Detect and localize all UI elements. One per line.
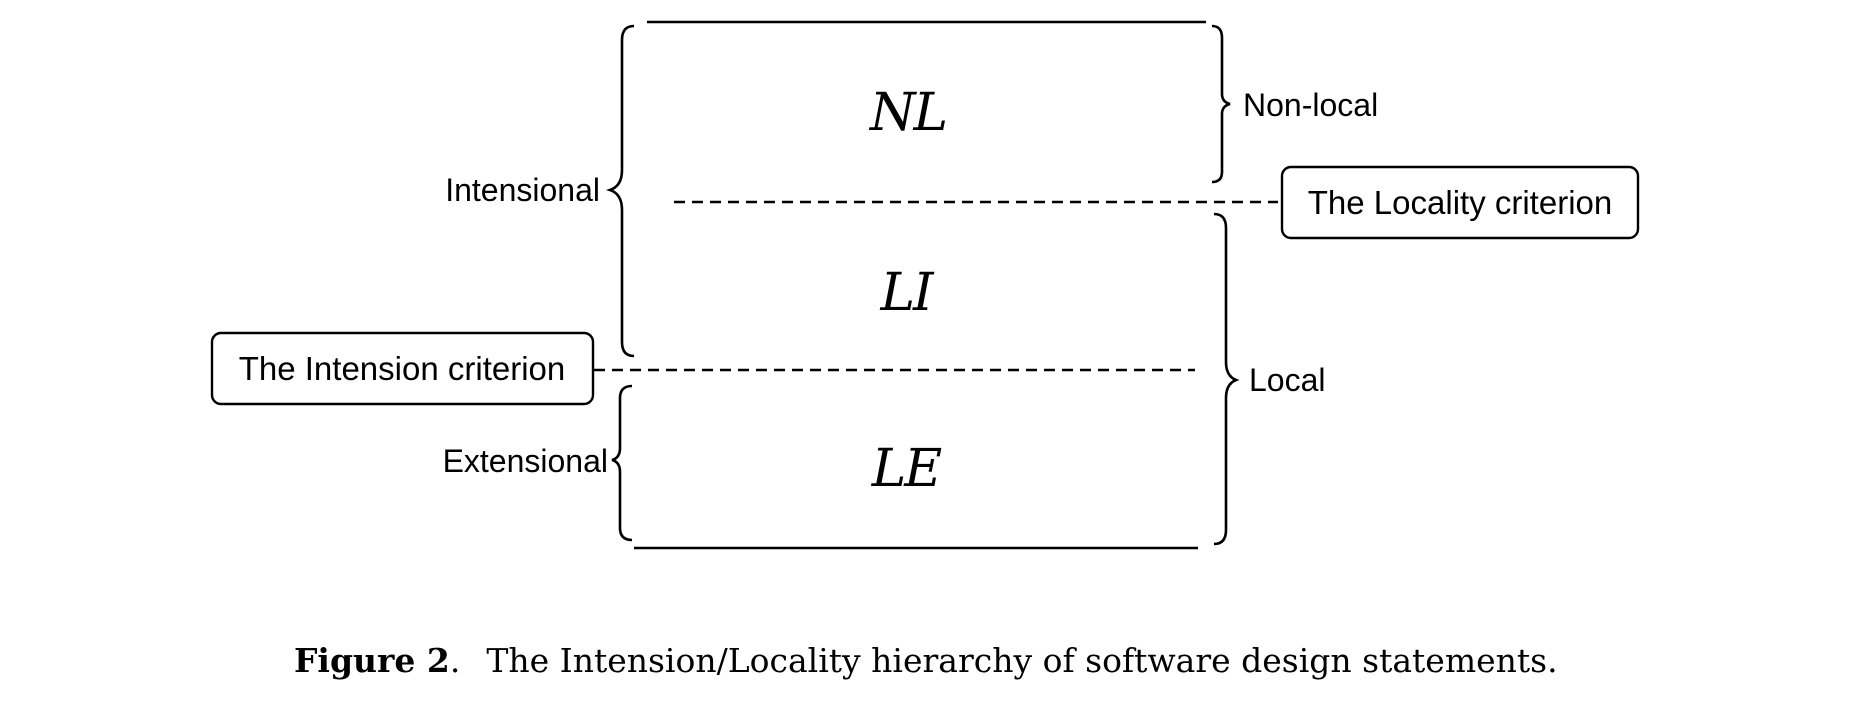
locality-criterion-label: The Locality criterion — [1308, 184, 1612, 221]
local-brace — [1213, 212, 1240, 546]
local-label: Local — [1249, 362, 1326, 398]
locality-criterion-box — [1280, 165, 1640, 240]
extensional-label: Extensional — [443, 443, 608, 479]
intension-criterion-box — [210, 331, 595, 406]
non-local-label: Non-local — [1243, 87, 1378, 123]
le-region-symbol: LE — [871, 439, 943, 499]
intensional-label: Intensional — [445, 172, 600, 208]
non-local-brace — [1211, 24, 1231, 184]
intensional-brace — [605, 24, 635, 358]
nl-region-symbol: NL — [868, 83, 946, 143]
li-region-symbol: LI — [879, 263, 935, 323]
figure-caption-punct: . — [450, 641, 461, 680]
intension-criterion-label: The Intension criterion — [239, 350, 566, 387]
extensional-brace — [611, 384, 633, 542]
figure-caption-text: The Intension/Locality hierarchy of soft… — [486, 641, 1557, 680]
figure-caption-label: Figure 2 — [294, 641, 450, 680]
figure-caption: Figure 2. The Intension/Locality hierarch… — [294, 641, 1558, 680]
